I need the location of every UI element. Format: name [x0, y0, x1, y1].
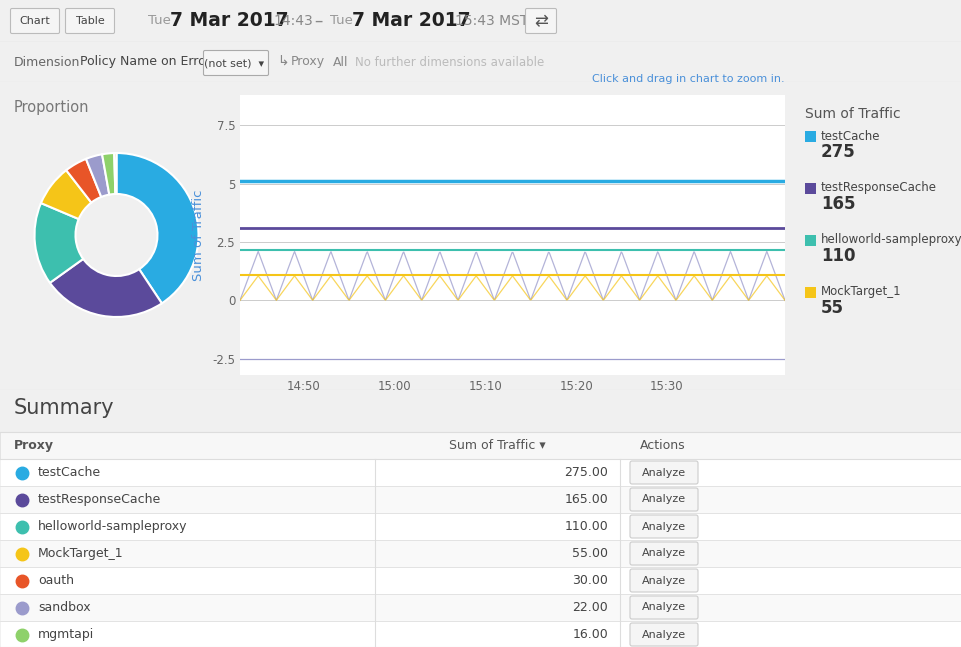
Bar: [0, 459, 961, 486]
Text: helloworld-sampleproxy: helloworld-sampleproxy: [38, 520, 187, 533]
Bar: [0, 432, 961, 459]
Text: (not set)  ▾: (not set) ▾: [204, 58, 264, 68]
Text: No further dimensions available: No further dimensions available: [355, 56, 544, 69]
Text: oauth: oauth: [38, 574, 74, 587]
FancyBboxPatch shape: [630, 569, 698, 592]
FancyBboxPatch shape: [11, 8, 60, 34]
Text: 22.00: 22.00: [572, 601, 608, 614]
Text: Actions: Actions: [640, 439, 685, 452]
Bar: [0, 621, 961, 647]
Text: sandbox: sandbox: [38, 601, 90, 614]
Wedge shape: [116, 153, 199, 303]
Text: Proportion: Proportion: [14, 100, 89, 115]
Text: Tue: Tue: [330, 14, 353, 28]
FancyBboxPatch shape: [630, 596, 698, 619]
Text: MockTarget_1: MockTarget_1: [821, 285, 901, 298]
Wedge shape: [102, 153, 115, 195]
Text: Analyze: Analyze: [642, 494, 686, 505]
Text: 30.00: 30.00: [572, 574, 608, 587]
Text: 110: 110: [821, 247, 855, 265]
Text: Proxy: Proxy: [291, 56, 325, 69]
Bar: [0, 594, 961, 621]
Bar: [0, 540, 961, 567]
Text: Table: Table: [76, 16, 105, 26]
Text: 275: 275: [821, 143, 855, 161]
Text: MockTarget_1: MockTarget_1: [38, 547, 124, 560]
Wedge shape: [66, 159, 101, 203]
Text: Analyze: Analyze: [642, 575, 686, 586]
Text: Dimension: Dimension: [14, 56, 81, 69]
Text: 275.00: 275.00: [564, 466, 608, 479]
Text: Proxy: Proxy: [14, 439, 54, 452]
Text: Sum of Traffic: Sum of Traffic: [805, 107, 900, 121]
Text: 7 Mar 2017: 7 Mar 2017: [352, 12, 471, 30]
Text: helloworld-sampleproxy: helloworld-sampleproxy: [821, 234, 961, 247]
FancyBboxPatch shape: [805, 183, 816, 194]
Wedge shape: [114, 153, 116, 194]
Text: 16.00: 16.00: [572, 628, 608, 641]
Text: Chart: Chart: [19, 16, 50, 26]
Text: Analyze: Analyze: [642, 521, 686, 531]
Text: Summary: Summary: [14, 398, 114, 418]
Text: 55: 55: [821, 299, 844, 317]
Text: 165: 165: [821, 195, 855, 213]
Text: All: All: [333, 56, 349, 69]
Text: Analyze: Analyze: [642, 468, 686, 477]
Text: testResponseCache: testResponseCache: [821, 182, 937, 195]
FancyBboxPatch shape: [65, 8, 114, 34]
FancyBboxPatch shape: [526, 8, 556, 34]
Text: 14:43: 14:43: [273, 14, 312, 28]
Wedge shape: [86, 154, 110, 197]
Wedge shape: [50, 259, 161, 317]
Text: ⇄: ⇄: [534, 12, 548, 30]
FancyBboxPatch shape: [630, 542, 698, 565]
Text: 110.00: 110.00: [564, 520, 608, 533]
Text: Policy Name on Error: Policy Name on Error: [80, 56, 210, 69]
Text: mgmtapi: mgmtapi: [38, 628, 94, 641]
FancyBboxPatch shape: [204, 50, 268, 76]
Text: testCache: testCache: [38, 466, 101, 479]
Text: –: –: [314, 12, 322, 30]
Text: Sum of Traffic ▾: Sum of Traffic ▾: [449, 439, 546, 452]
Text: 55.00: 55.00: [572, 547, 608, 560]
Wedge shape: [41, 170, 91, 219]
Bar: [0, 513, 961, 540]
Bar: [0, 567, 961, 594]
FancyBboxPatch shape: [630, 488, 698, 511]
Y-axis label: Sum of Traffic: Sum of Traffic: [192, 190, 206, 281]
Text: Click and drag in chart to zoom in.: Click and drag in chart to zoom in.: [592, 74, 785, 84]
Text: 165.00: 165.00: [564, 493, 608, 506]
FancyBboxPatch shape: [805, 131, 816, 142]
Text: 15:43 MST: 15:43 MST: [455, 14, 529, 28]
Text: ↳: ↳: [277, 55, 288, 69]
FancyBboxPatch shape: [805, 235, 816, 246]
FancyBboxPatch shape: [805, 287, 816, 298]
Text: 7 Mar 2017: 7 Mar 2017: [170, 12, 288, 30]
Text: testCache: testCache: [821, 129, 880, 142]
Wedge shape: [35, 203, 84, 283]
Bar: [0, 486, 961, 513]
FancyBboxPatch shape: [630, 623, 698, 646]
Text: Analyze: Analyze: [642, 602, 686, 613]
Text: Tue: Tue: [148, 14, 171, 28]
FancyBboxPatch shape: [630, 461, 698, 484]
Text: testResponseCache: testResponseCache: [38, 493, 161, 506]
Text: Analyze: Analyze: [642, 549, 686, 558]
FancyBboxPatch shape: [630, 515, 698, 538]
Text: Analyze: Analyze: [642, 630, 686, 639]
